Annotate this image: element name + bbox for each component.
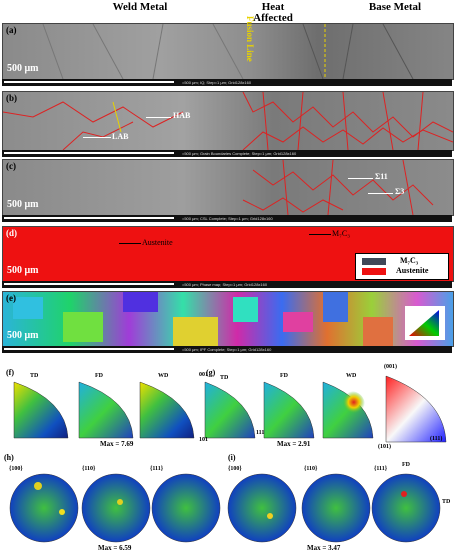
- panel-c-info-bar: =500 μm; CSL Complete; Step=1 μm; Grid12…: [2, 215, 452, 222]
- panel-i-111: {111}: [374, 466, 388, 472]
- panel-d-info-text: =500 μm; Phase map; Step=1 μm; Grid128x1…: [182, 282, 268, 287]
- panel-g-max: Max = 2.91: [277, 440, 311, 448]
- panel-g-label: (g): [206, 368, 216, 377]
- panel-c-csl-map: (c) Σ11 Σ3 500 μm: [2, 159, 454, 216]
- panel-d-info-bar: =500 μm; Phase map; Step=1 μm; Grid128x1…: [2, 281, 452, 288]
- panel-e-info-text: =500 μm; IPF Complete; Step=1 μm; Grid12…: [182, 347, 272, 352]
- pole-figure-i-100: [227, 473, 297, 543]
- panel-a-info-text: =500 μm; IQ; Step=1 μm; Grid128x160: [182, 80, 252, 85]
- sigma11-annotation: Σ11: [375, 172, 388, 181]
- pole-figure-h-110: [81, 473, 151, 543]
- panel-c-scale: 500 μm: [7, 199, 39, 210]
- panel-e-info-bar: =500 μm; IPF Complete; Step=1 μm; Grid12…: [2, 346, 452, 353]
- phase-legend: M₇C₃ Austenite: [355, 253, 449, 280]
- panel-h-111: {111}: [150, 466, 164, 472]
- legend-label-austenite: Austenite: [396, 266, 429, 275]
- panel-i-max: Max = 3.47: [307, 544, 341, 552]
- sigma11-arrow: [348, 178, 373, 179]
- ipf-f-wd: [139, 381, 195, 439]
- pole-figure-h-111: [151, 473, 221, 543]
- panel-a-info-bar: =500 μm; IQ; Step=1 μm; Grid128x160: [2, 79, 452, 86]
- sigma3-arrow: [368, 193, 393, 194]
- ipf-key-inset: [405, 306, 445, 340]
- m7c3-annotation: M₇C₃: [332, 229, 351, 238]
- panel-i-110: {110}: [304, 466, 318, 472]
- pole-figure-i-110: [301, 473, 371, 543]
- ipf-g-fd: [263, 381, 315, 439]
- m7c3-arrow: [309, 234, 331, 235]
- panel-g-td: TD: [220, 375, 229, 381]
- legend-swatch-m7c3: [362, 258, 386, 265]
- panel-h-100: {100}: [9, 466, 23, 472]
- panel-b-label: (b): [6, 93, 17, 103]
- panel-b-info-bar: =500 μm; Grain Boundaries Complete; Step…: [2, 150, 452, 157]
- ipf-g-wd: [322, 381, 374, 439]
- panel-c-info-text: =500 μm; CSL Complete; Step=1 μm; Grid12…: [182, 216, 273, 221]
- lab-arrow: [83, 137, 111, 138]
- base-metal-header: Base Metal: [368, 1, 422, 13]
- pole-figure-h-100: [9, 473, 79, 543]
- panel-f-wd: WD: [158, 373, 169, 379]
- legend-swatch-austenite: [362, 268, 386, 275]
- ipf-f-fd: [78, 381, 134, 439]
- panel-i-100: {100}: [228, 466, 242, 472]
- panel-d-phase-map: (d) Austenite M₇C₃ M₇C₃ Austenite 500 μm: [2, 226, 454, 282]
- ipf-g-td: [204, 381, 256, 439]
- panel-a-scale: 500 μm: [7, 63, 39, 74]
- panel-e-ipf-map: (e) 500 μm: [2, 291, 454, 347]
- panel-i-fd: FD: [402, 462, 410, 468]
- panel-b-info-text: =500 μm; Grain Boundaries Complete; Step…: [182, 151, 297, 156]
- pole-figure-i-111: [371, 473, 441, 543]
- panel-c-label: (c): [6, 161, 16, 171]
- panel-i-label: (i): [228, 453, 236, 462]
- sigma3-annotation: Σ3: [395, 187, 405, 196]
- panel-f-max: Max = 7.69: [100, 440, 134, 448]
- ipf-f-td: [13, 381, 69, 439]
- lab-annotation: LAB: [112, 132, 129, 141]
- panel-g-wd: WD: [346, 373, 357, 379]
- panel-g-001: 001: [199, 372, 208, 378]
- panel-f-label: (f): [6, 368, 14, 377]
- key-111: (111): [430, 436, 443, 442]
- panel-g-101: 101: [199, 437, 208, 443]
- panel-a-label: (a): [6, 25, 17, 35]
- panel-h-110: {110}: [82, 466, 96, 472]
- legend-label-m7c3: M₇C₃: [400, 256, 419, 265]
- panel-e-label: (e): [6, 293, 16, 303]
- panel-g-111: 111: [256, 430, 265, 436]
- panel-h-max: Max = 6.59: [98, 544, 132, 552]
- panel-d-scale: 500 μm: [7, 265, 39, 276]
- ipf-color-key: [385, 375, 447, 443]
- panel-f-fd: FD: [95, 373, 103, 379]
- austenite-annotation: Austenite: [142, 238, 173, 247]
- panel-i-td: TD: [442, 499, 451, 505]
- fusion-line-label: Fusion Line: [245, 16, 255, 62]
- panel-f-td: TD: [30, 373, 39, 379]
- panel-a-iq-map: (a) 500 μm: [2, 23, 454, 80]
- panel-d-label: (d): [6, 228, 17, 238]
- hab-annotation: HAB: [173, 111, 191, 120]
- weld-metal-header: Weld Metal: [112, 1, 168, 13]
- austenite-arrow: [119, 243, 141, 244]
- panel-h-label: (h): [4, 453, 14, 462]
- panel-b-grain-boundaries: (b) HAB LAB: [2, 91, 454, 151]
- panel-g-fd: FD: [280, 373, 288, 379]
- panel-e-scale: 500 μm: [7, 330, 39, 341]
- hab-arrow: [146, 117, 171, 118]
- key-101: (101): [378, 444, 391, 450]
- key-001: (001): [384, 364, 397, 370]
